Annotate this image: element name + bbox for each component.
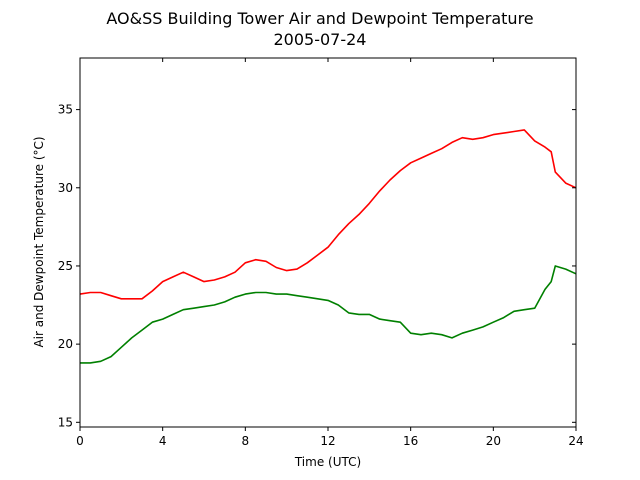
y-tick-label: 15 bbox=[58, 415, 73, 429]
chart-title: AO&SS Building Tower Air and Dewpoint Te… bbox=[106, 9, 533, 28]
series-line-1 bbox=[80, 265, 577, 364]
x-axis-label: Time (UTC) bbox=[294, 455, 361, 469]
y-tick-label: 30 bbox=[58, 181, 73, 195]
plot-lines bbox=[79, 129, 577, 364]
axis-ticks: 0 4 8 12 16 20 24 15 20 25 30 35 bbox=[58, 58, 584, 448]
x-tick-label: 8 bbox=[242, 434, 250, 448]
y-tick-label: 35 bbox=[58, 103, 73, 117]
x-tick-label: 12 bbox=[320, 434, 335, 448]
chart-subtitle: 2005-07-24 bbox=[274, 30, 367, 49]
x-tick-label: 4 bbox=[159, 434, 167, 448]
y-tick-label: 25 bbox=[58, 259, 73, 273]
x-tick-label: 0 bbox=[76, 434, 84, 448]
x-tick-label: 24 bbox=[568, 434, 583, 448]
series-line-0 bbox=[79, 129, 577, 300]
y-tick-label: 20 bbox=[58, 337, 73, 351]
y-axis-label: Air and Dewpoint Temperature (°C) bbox=[32, 136, 46, 347]
x-tick-label: 20 bbox=[486, 434, 501, 448]
x-tick-label: 16 bbox=[403, 434, 418, 448]
plot-frame bbox=[79, 57, 577, 428]
